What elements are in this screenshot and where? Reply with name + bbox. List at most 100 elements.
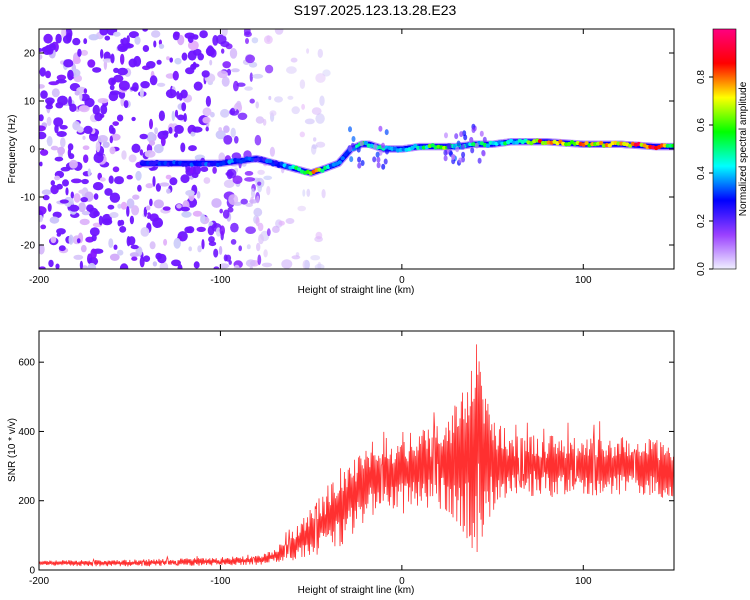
spread-blob (381, 163, 386, 170)
noise-blob (73, 193, 81, 203)
spread-blob (356, 146, 361, 153)
noise-blob (203, 177, 211, 184)
noise-blob (230, 239, 237, 245)
noise-blob (151, 30, 161, 38)
spread-blob (357, 156, 362, 163)
noise-blob (67, 69, 74, 81)
snr-series-line (39, 344, 674, 567)
noise-blob (265, 64, 274, 74)
noise-blob (245, 226, 256, 234)
noise-blob (191, 126, 203, 133)
noise-blob (193, 164, 201, 175)
spread-blob (357, 162, 362, 169)
noise-blob (317, 48, 323, 59)
noise-blob (217, 70, 229, 79)
noise-blob (176, 204, 182, 209)
colorbar-tick-label: 0.0 (696, 262, 707, 276)
noise-blob (153, 40, 157, 48)
noise-blob (145, 205, 151, 211)
noise-blob (55, 33, 62, 44)
noise-blob (301, 103, 305, 110)
noise-blob (92, 182, 104, 191)
spread-blob (383, 158, 388, 165)
noise-blob (228, 260, 232, 265)
noise-blob (140, 81, 150, 89)
noise-blob (139, 133, 148, 140)
noise-blob (100, 49, 104, 59)
spectrogram-y-axis-title: Frequency (Hz) (7, 115, 18, 184)
noise-blob (78, 105, 90, 113)
noise-blob (202, 107, 212, 117)
noise-blob (149, 118, 153, 130)
noise-blob (57, 146, 65, 155)
noise-blob (109, 135, 114, 144)
ridge-cell (607, 143, 612, 148)
noise-blob (80, 244, 87, 253)
noise-blob (60, 166, 71, 172)
noise-blob (281, 259, 293, 269)
y-tick-label: 200 (18, 496, 35, 507)
spread-blob (378, 125, 383, 132)
noise-blob (199, 30, 208, 39)
noise-blob (80, 93, 90, 102)
noise-blob (311, 144, 318, 149)
noise-blob (108, 175, 114, 184)
noise-blob (68, 234, 74, 245)
noise-blob (291, 106, 300, 115)
noise-blob (183, 113, 187, 122)
noise-blob (39, 54, 43, 60)
y-tick-label: 0 (29, 566, 35, 577)
noise-blob (72, 37, 81, 46)
noise-blob (193, 81, 203, 91)
noise-blob (196, 226, 206, 232)
spread-blob (481, 150, 486, 157)
noise-blob (264, 35, 273, 44)
noise-blob (48, 81, 59, 86)
noise-blob (89, 227, 100, 237)
noise-blob (80, 197, 88, 203)
noise-blob (134, 36, 141, 45)
noise-blob (193, 261, 200, 269)
x-tick-label: 100 (575, 275, 592, 286)
noise-blob (133, 55, 142, 67)
noise-blob (263, 175, 273, 180)
noise-blob (159, 262, 169, 269)
noise-blob (201, 239, 205, 250)
noise-blob (208, 241, 217, 247)
noise-blob (213, 248, 219, 258)
noise-blob (128, 154, 137, 163)
snr-x-axis-title: Height of straight line (km) (298, 585, 415, 596)
noise-blob (221, 48, 225, 54)
noise-blob (131, 143, 141, 153)
noise-blob (41, 189, 52, 195)
noise-blob (81, 211, 91, 216)
noise-blob (261, 262, 273, 268)
noise-blob (226, 169, 233, 180)
noise-blob (258, 234, 264, 245)
noise-blob (244, 86, 253, 91)
noise-blob (39, 266, 46, 269)
noise-blob (135, 170, 142, 181)
noise-blob (145, 183, 154, 189)
noise-blob (197, 245, 202, 253)
noise-blob (79, 92, 83, 101)
noise-blob (188, 145, 197, 152)
noise-blob (314, 263, 325, 269)
noise-blob (114, 176, 124, 185)
noise-blob (87, 262, 97, 269)
noise-blob (50, 145, 59, 151)
noise-blob (109, 253, 120, 261)
spread-blob (479, 130, 484, 137)
noise-blob (190, 131, 196, 137)
noise-blob (237, 112, 248, 121)
noise-blob (57, 95, 68, 106)
noise-blob (54, 156, 64, 162)
noise-blob (171, 259, 181, 267)
spread-blob (375, 151, 380, 158)
x-tick-label: -200 (29, 275, 49, 286)
noise-blob (81, 178, 89, 185)
noise-blob (222, 61, 231, 69)
noise-blob (233, 80, 239, 92)
y-tick-label: 10 (24, 97, 36, 108)
